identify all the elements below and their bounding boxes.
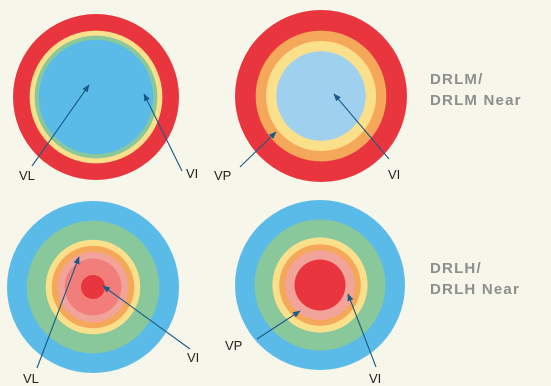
- label-vi: VI: [388, 167, 400, 182]
- disc-drlm-near: [235, 10, 407, 182]
- leader-vi: [347, 293, 377, 368]
- side-label-line-2: DRLM Near: [430, 92, 522, 109]
- zone-ring-red: [80, 274, 106, 300]
- side-label-line-1: DRLH/: [430, 260, 482, 277]
- zone-ring-red: [294, 259, 346, 311]
- label-vp: VP: [214, 168, 231, 183]
- leader-vl: [31, 84, 90, 167]
- leader-vi: [143, 93, 183, 172]
- leader-vp: [256, 310, 301, 340]
- zone-ring-blue: [38, 39, 154, 155]
- leader-vi: [333, 93, 390, 160]
- leader-vl: [36, 256, 80, 369]
- row-drlm: VL VI VP VI DRLM/ DRLM Near: [13, 10, 522, 183]
- label-vi: VI: [369, 371, 381, 386]
- label-vl: VL: [23, 371, 39, 386]
- label-vi: VI: [187, 350, 199, 365]
- disc-drlm: [13, 14, 179, 180]
- zone-ring-light_blue: [276, 51, 366, 141]
- side-label-line-2: DRLH Near: [430, 281, 520, 298]
- label-vp: VP: [225, 338, 242, 353]
- side-label-line-1: DRLM/: [430, 71, 484, 88]
- disc-drlh: [7, 201, 179, 373]
- leader-vi: [102, 285, 191, 350]
- leader-vp: [239, 131, 277, 168]
- label-vi: VI: [186, 166, 198, 181]
- disc-drlh-near: [235, 200, 405, 370]
- row-drlh: VL VI VP VI DRLH/ DRLH Near: [7, 200, 520, 386]
- label-vl: VL: [19, 168, 35, 183]
